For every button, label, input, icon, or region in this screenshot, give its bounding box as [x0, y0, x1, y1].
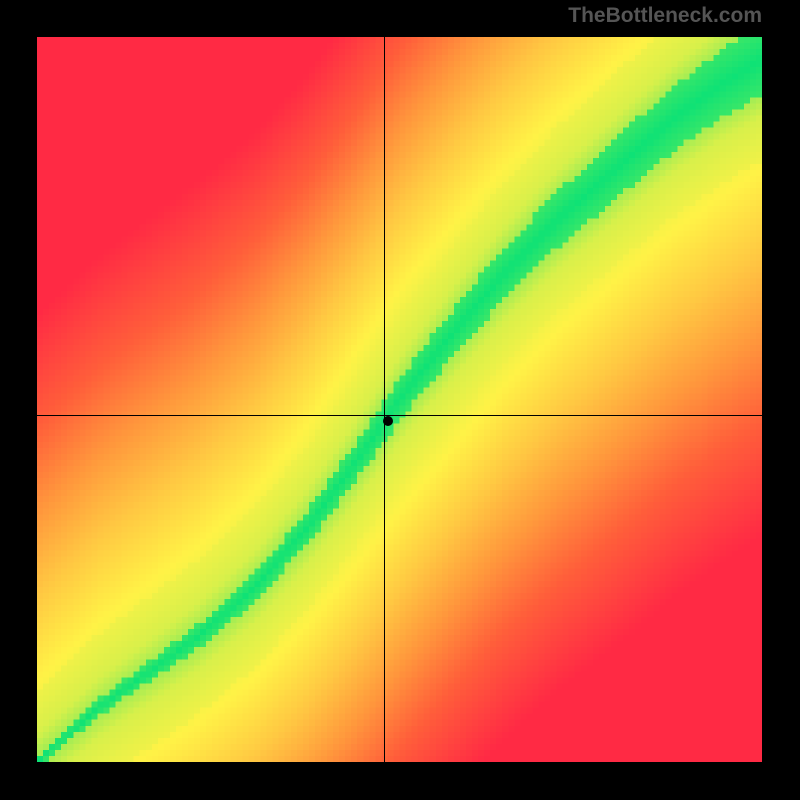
heatmap-plot — [37, 37, 762, 762]
watermark-text: TheBottleneck.com — [568, 4, 762, 28]
crosshair-horizontal — [37, 415, 762, 416]
heatmap-canvas — [37, 37, 762, 762]
crosshair-vertical — [384, 37, 385, 762]
data-point-marker — [383, 416, 393, 426]
